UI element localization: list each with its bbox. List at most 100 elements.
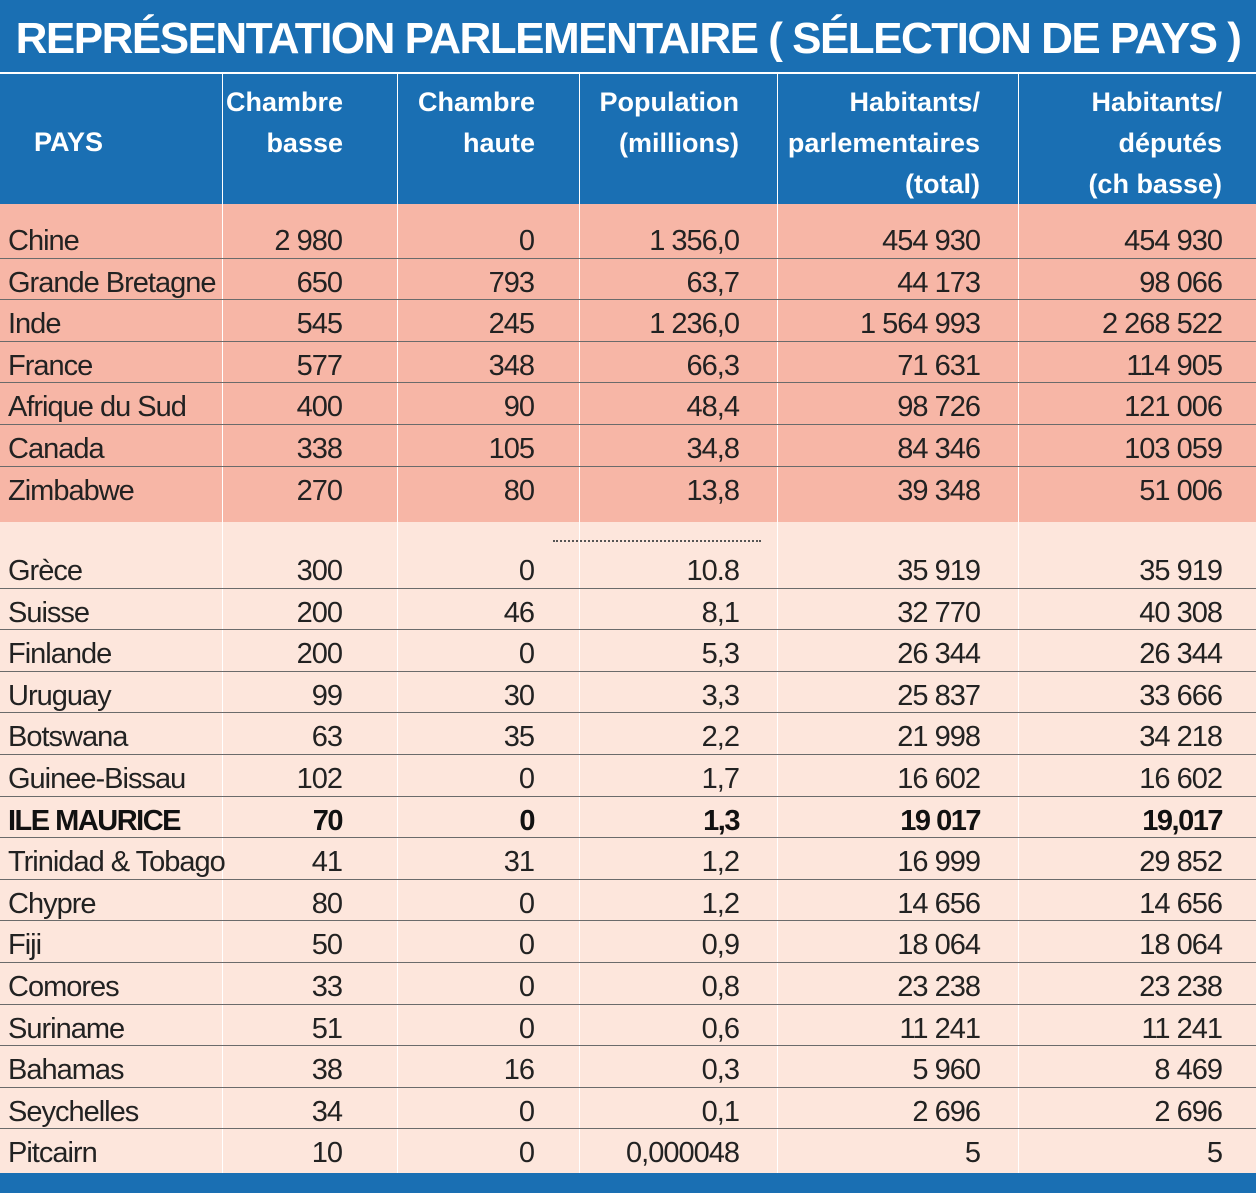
value-cell: 32 770 <box>897 596 981 629</box>
header-chambre-basse: Chambre basse <box>222 74 397 204</box>
table-row: Canada 338 105 34,8 84 346 103 059 <box>0 425 1256 467</box>
header-line: haute <box>462 128 535 158</box>
value-cell: 0 <box>518 638 535 671</box>
value-cell: 1,7 <box>701 763 740 795</box>
value-cell: 0 <box>518 929 535 962</box>
value-cell: 63,7 <box>686 266 740 299</box>
value-cell: 71 631 <box>897 349 981 382</box>
country-cell: Suisse <box>8 596 90 629</box>
country-cell: Zimbabwe <box>8 474 135 507</box>
country-cell: France <box>8 349 93 382</box>
value-cell: 40 308 <box>1139 596 1223 629</box>
column-divider <box>397 204 398 1173</box>
value-cell: 84 346 <box>897 433 981 465</box>
value-cell: 38 <box>311 1054 343 1087</box>
value-cell: 2 980 <box>274 225 343 257</box>
value-cell: 29 852 <box>1139 846 1223 879</box>
header-population: Population (millions) <box>579 74 777 204</box>
value-cell: 16 <box>503 1054 535 1087</box>
table-row: Pitcairn 10 0 0,000048 5 5 <box>0 1129 1256 1171</box>
country-cell: Fiji <box>8 929 42 962</box>
value-cell: 0 <box>518 763 535 795</box>
table-row: Chypre 80 0 1,2 14 656 14 656 <box>0 880 1256 922</box>
value-cell: 0 <box>518 1095 535 1128</box>
table-row: Uruguay 99 30 3,3 25 837 33 666 <box>0 672 1256 714</box>
value-cell: 23 238 <box>1139 971 1223 1003</box>
value-cell: 121 006 <box>1124 391 1223 424</box>
table-row: Bahamas 38 16 0,3 5 960 8 469 <box>0 1046 1256 1088</box>
header-line: (millions) <box>619 128 739 158</box>
value-cell: 35 <box>503 721 535 754</box>
group-b-band <box>0 522 1256 1173</box>
value-cell: 18 064 <box>1139 929 1223 962</box>
value-cell: 102 <box>296 763 343 795</box>
value-cell: 16 602 <box>1139 763 1223 795</box>
country-cell: Pitcairn <box>8 1137 98 1170</box>
table-row: Suriname 51 0 0,6 11 241 11 241 <box>0 1005 1256 1047</box>
value-cell: 8,1 <box>701 596 740 629</box>
header-line: PAYS <box>34 127 104 157</box>
value-cell: 545 <box>296 308 343 341</box>
country-cell: Suriname <box>8 1012 125 1045</box>
value-cell: 105 <box>488 433 535 465</box>
table-row: Fiji 50 0 0,9 18 064 18 064 <box>0 921 1256 963</box>
value-cell: 44 173 <box>897 266 981 299</box>
value-cell: 5 <box>964 1137 981 1170</box>
country-cell: Seychelles <box>8 1095 139 1128</box>
value-cell: 793 <box>488 266 535 299</box>
header-chambre-haute: Chambre haute <box>397 74 579 204</box>
header-line: Habitants/ <box>1091 87 1222 117</box>
value-cell: 0,000048 <box>626 1137 740 1170</box>
value-cell: 0 <box>518 971 535 1003</box>
value-cell: 99 <box>311 679 343 712</box>
value-cell: 0 <box>518 887 535 920</box>
country-cell: Chypre <box>8 887 97 920</box>
value-cell: 35 919 <box>1139 555 1223 587</box>
value-cell: 98 726 <box>897 391 981 424</box>
table-row: Guinee-Bissau 102 0 1,7 16 602 16 602 <box>0 755 1256 797</box>
value-cell: 25 837 <box>897 679 981 712</box>
value-cell: 454 930 <box>882 225 981 257</box>
value-cell: 270 <box>296 474 343 507</box>
country-cell: Comores <box>8 971 120 1003</box>
value-cell: 70 <box>312 804 344 837</box>
value-cell: 48,4 <box>686 391 740 424</box>
value-cell: 0,3 <box>701 1054 740 1087</box>
value-cell: 0 <box>518 1137 535 1170</box>
header-line: députés <box>1118 128 1222 158</box>
value-cell: 1,2 <box>701 846 740 879</box>
value-cell: 18 064 <box>897 929 981 962</box>
value-cell: 11 241 <box>899 1012 981 1045</box>
table-row: Finlande 200 0 5,3 26 344 26 344 <box>0 630 1256 672</box>
table-row: Comores 33 0 0,8 23 238 23 238 <box>0 963 1256 1005</box>
value-cell: 454 930 <box>1124 225 1223 257</box>
value-cell: 19 017 <box>900 804 981 837</box>
value-cell: 26 344 <box>1139 638 1223 671</box>
value-cell: 2,2 <box>701 721 740 754</box>
value-cell: 10.8 <box>686 555 740 587</box>
value-cell: 5,3 <box>701 638 740 671</box>
country-cell: Grèce <box>8 555 83 587</box>
table-row: Botswana 63 35 2,2 21 998 34 218 <box>0 713 1256 755</box>
value-cell: 0,6 <box>701 1012 740 1045</box>
header-line: Habitants/ <box>849 87 980 117</box>
column-divider <box>222 204 223 1173</box>
dotted-separator <box>553 540 761 542</box>
value-cell: 33 <box>311 971 343 1003</box>
table-row: Trinidad & Tobago 41 31 1,2 16 999 29 852 <box>0 838 1256 880</box>
value-cell: 80 <box>503 474 535 507</box>
country-cell: Uruguay <box>8 679 112 712</box>
value-cell: 577 <box>296 349 343 382</box>
value-cell: 30 <box>503 679 535 712</box>
country-cell: Afrique du Sud <box>8 391 187 424</box>
country-cell: Guinee-Bissau <box>8 763 186 795</box>
header-habitants-parlementaires: Habitants/ parlementaires (total) <box>777 74 1018 204</box>
column-divider <box>1018 204 1019 1173</box>
header-line: (total) <box>905 169 980 199</box>
value-cell: 5 960 <box>912 1054 981 1087</box>
value-cell: 51 <box>311 1012 343 1045</box>
value-cell: 34,8 <box>686 433 740 465</box>
footer-bar <box>0 1173 1256 1193</box>
value-cell: 63 <box>311 721 343 754</box>
value-cell: 8 469 <box>1154 1054 1223 1087</box>
